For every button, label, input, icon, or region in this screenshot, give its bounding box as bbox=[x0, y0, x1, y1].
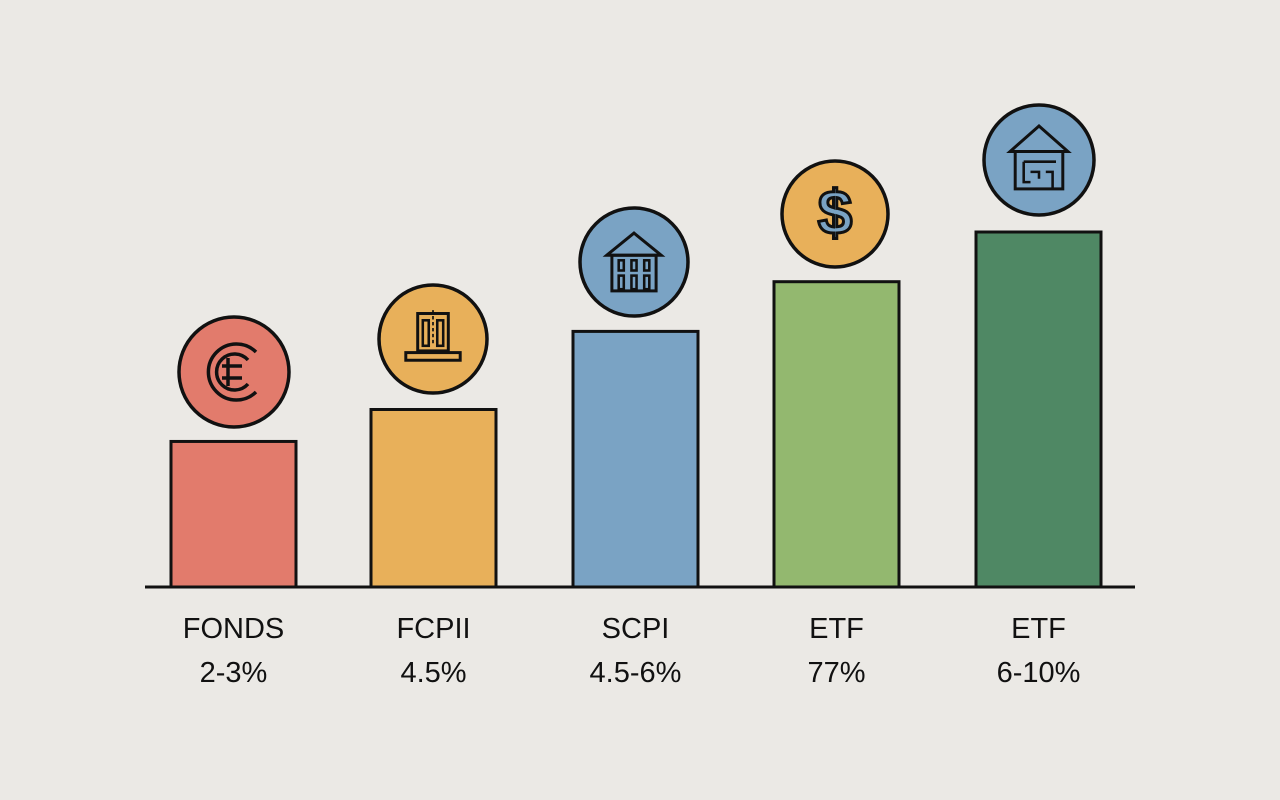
bank-building-icon bbox=[578, 206, 690, 318]
category-label: ETF bbox=[809, 613, 864, 645]
svg-text:$: $ bbox=[818, 179, 852, 248]
building-door-icon bbox=[377, 283, 489, 395]
category-label: SCPI bbox=[602, 613, 670, 645]
bar-5 bbox=[974, 230, 1103, 589]
value-label: 4.5-6% bbox=[590, 657, 682, 689]
value-label: 4.5% bbox=[400, 657, 466, 689]
bar-2 bbox=[369, 408, 498, 589]
value-label: 2-3% bbox=[200, 657, 268, 689]
bar-3 bbox=[571, 329, 700, 589]
value-label: 6-10% bbox=[997, 657, 1081, 689]
category-label: FONDS bbox=[183, 613, 285, 645]
category-label: ETF bbox=[1011, 613, 1066, 645]
house-icon bbox=[982, 103, 1096, 217]
value-label: 77% bbox=[807, 657, 865, 689]
euro-coin-icon bbox=[177, 315, 291, 429]
bar-1 bbox=[169, 439, 298, 589]
category-label: FCPII bbox=[396, 613, 470, 645]
dollar-coin-icon: $ bbox=[780, 159, 890, 269]
bar-4 bbox=[772, 280, 901, 589]
